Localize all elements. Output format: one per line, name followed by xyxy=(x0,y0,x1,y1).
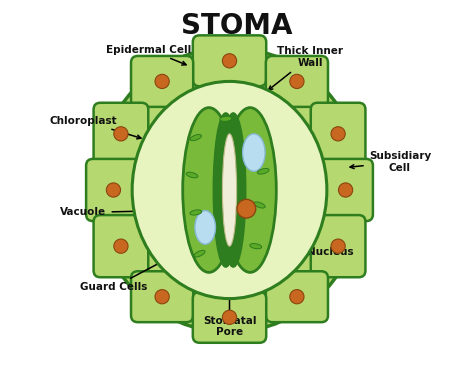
Ellipse shape xyxy=(222,134,237,246)
FancyBboxPatch shape xyxy=(311,215,365,277)
FancyBboxPatch shape xyxy=(131,56,193,107)
Ellipse shape xyxy=(95,48,365,332)
Circle shape xyxy=(290,290,304,304)
Text: Nucleus: Nucleus xyxy=(262,225,354,257)
Circle shape xyxy=(222,54,237,68)
Text: Vacuole: Vacuole xyxy=(60,207,163,217)
Circle shape xyxy=(114,127,128,141)
Text: Stomatal
Pore: Stomatal Pore xyxy=(203,275,256,337)
Text: STOMA: STOMA xyxy=(181,12,293,40)
Circle shape xyxy=(106,183,120,197)
Ellipse shape xyxy=(194,250,205,257)
FancyBboxPatch shape xyxy=(86,159,141,221)
Circle shape xyxy=(237,200,255,218)
FancyBboxPatch shape xyxy=(131,271,193,322)
Ellipse shape xyxy=(254,202,265,208)
FancyBboxPatch shape xyxy=(93,215,148,277)
Circle shape xyxy=(331,127,345,141)
Ellipse shape xyxy=(195,211,216,244)
Ellipse shape xyxy=(132,81,327,299)
Ellipse shape xyxy=(220,116,232,121)
Circle shape xyxy=(331,239,345,253)
Text: Thick Inner
Wall: Thick Inner Wall xyxy=(269,46,343,90)
FancyBboxPatch shape xyxy=(193,35,266,86)
Circle shape xyxy=(222,310,237,325)
FancyBboxPatch shape xyxy=(311,103,365,165)
Ellipse shape xyxy=(257,168,269,174)
Text: Guard Cells: Guard Cells xyxy=(80,256,173,292)
Text: Epidermal Cell: Epidermal Cell xyxy=(106,44,191,65)
Circle shape xyxy=(290,74,304,89)
Circle shape xyxy=(114,239,128,253)
FancyBboxPatch shape xyxy=(266,56,328,107)
Ellipse shape xyxy=(214,113,238,267)
FancyBboxPatch shape xyxy=(193,292,266,343)
FancyBboxPatch shape xyxy=(93,103,148,165)
Text: Chloroplast: Chloroplast xyxy=(50,116,141,139)
Ellipse shape xyxy=(190,210,202,215)
Circle shape xyxy=(155,290,169,304)
Circle shape xyxy=(155,74,169,89)
Circle shape xyxy=(338,183,353,197)
Ellipse shape xyxy=(250,244,262,249)
FancyBboxPatch shape xyxy=(266,271,328,322)
Text: Subsidiary
Cell: Subsidiary Cell xyxy=(350,151,431,173)
Ellipse shape xyxy=(224,108,276,272)
Ellipse shape xyxy=(221,113,246,267)
Ellipse shape xyxy=(182,108,235,272)
Ellipse shape xyxy=(190,135,201,141)
Ellipse shape xyxy=(243,134,265,171)
Ellipse shape xyxy=(186,172,198,178)
FancyBboxPatch shape xyxy=(318,159,373,221)
